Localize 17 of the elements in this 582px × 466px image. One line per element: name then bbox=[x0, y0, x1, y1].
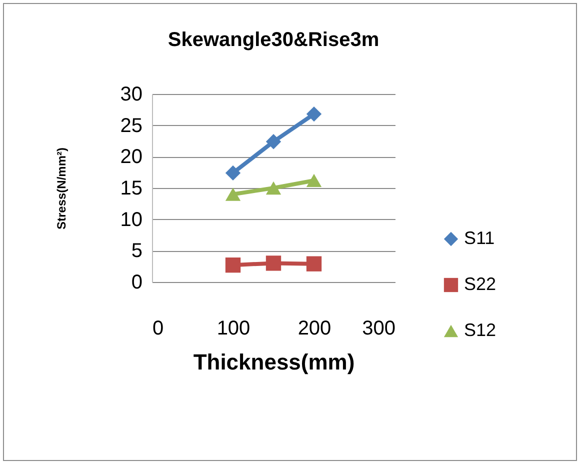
y-tick-label: 25 bbox=[120, 114, 142, 137]
x-tick-label: 200 bbox=[298, 318, 332, 340]
y-tick-label: 5 bbox=[131, 240, 142, 262]
x-axis-title: Thickness(mm) bbox=[193, 350, 355, 374]
x-tick-label: 0 bbox=[152, 318, 164, 340]
x-tick-label: 300 bbox=[362, 318, 396, 340]
y-tick-label: 0 bbox=[131, 272, 142, 294]
y-axis-title: Stress(N/mm²) bbox=[54, 147, 68, 230]
legend-label: S12 bbox=[464, 320, 496, 340]
y-tick-label: 15 bbox=[120, 178, 142, 200]
legend-label: S11 bbox=[464, 228, 495, 248]
y-tick-label: 30 bbox=[120, 84, 142, 106]
chart-title: Skewangle30&Rise3m bbox=[168, 29, 380, 51]
y-tick-label: 10 bbox=[120, 208, 142, 231]
y-tick-label: 20 bbox=[120, 146, 142, 168]
legend-label: S22 bbox=[464, 274, 496, 294]
x-tick-label: 100 bbox=[216, 318, 250, 340]
